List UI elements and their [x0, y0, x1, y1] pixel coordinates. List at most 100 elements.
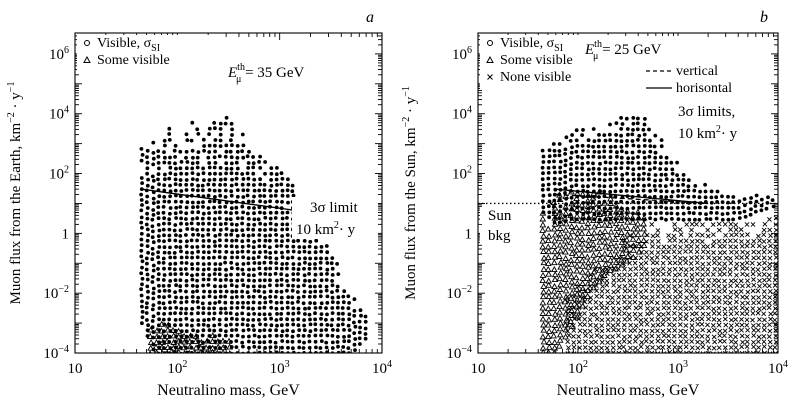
some-visible-point: [562, 275, 569, 282]
some-visible-point: [584, 219, 592, 226]
visible-point: [218, 193, 223, 198]
visible-point: [280, 306, 285, 311]
none-visible-point: [739, 232, 745, 238]
none-visible-point: [757, 283, 762, 289]
none-visible-point: [626, 305, 632, 310]
visible-point: [324, 340, 329, 345]
none-visible-point: [727, 267, 733, 273]
some-visible-point: [170, 344, 177, 351]
visible-point: [179, 267, 183, 272]
visible-point: [731, 217, 735, 222]
some-visible-point: [573, 194, 580, 202]
y-tick-label-exponent: −2: [58, 284, 69, 295]
none-visible-point: [700, 222, 705, 228]
none-visible-point: [744, 260, 750, 266]
none-visible-point: [650, 233, 656, 239]
visible-point: [602, 144, 606, 149]
visible-point: [247, 295, 251, 299]
visible-point: [262, 312, 267, 317]
visible-point: [140, 276, 145, 281]
none-visible-point: [734, 310, 740, 316]
visible-point: [670, 178, 675, 183]
none-visible-point: [762, 282, 768, 288]
visible-point: [251, 245, 256, 250]
visible-point: [190, 245, 195, 249]
some-visible-point: [584, 224, 592, 231]
none-visible-point: [705, 288, 711, 294]
visible-point: [697, 217, 702, 222]
none-visible-point: [600, 267, 606, 273]
none-visible-point: [699, 333, 705, 339]
visible-point: [704, 212, 708, 217]
visible-point: [647, 161, 652, 166]
visible-point: [681, 177, 686, 182]
some-visible-point: [209, 332, 217, 339]
none-visible-point: [745, 250, 751, 256]
visible-point: [291, 346, 295, 351]
visible-point: [179, 189, 184, 193]
visible-point: [302, 266, 306, 271]
none-visible-point: [582, 339, 588, 345]
visible-point: [296, 295, 301, 300]
visible-point: [195, 228, 200, 232]
visible-point: [252, 222, 257, 227]
visible-point: [325, 272, 329, 276]
none-visible-point: [627, 260, 633, 266]
visible-point: [720, 205, 725, 210]
visible-point: [251, 155, 256, 159]
none-visible-point: [650, 345, 656, 350]
visible-point: [223, 154, 228, 159]
none-visible-point: [745, 327, 751, 333]
visible-point: [218, 205, 222, 209]
some-visible-point: [607, 195, 614, 202]
visible-point: [614, 161, 619, 166]
visible-point: [653, 133, 658, 138]
visible-point: [570, 133, 574, 137]
some-visible-point: [164, 332, 171, 339]
visible-point: [190, 227, 195, 232]
visible-point: [218, 132, 223, 137]
none-visible-point: [684, 295, 690, 301]
visible-point: [608, 184, 613, 189]
none-visible-point: [594, 316, 600, 322]
none-visible-point: [717, 267, 723, 273]
visible-point: [173, 255, 177, 260]
none-visible-point: [700, 351, 706, 353]
visible-point: [212, 165, 217, 170]
none-visible-point: [667, 267, 673, 273]
visible-point: [234, 205, 239, 210]
visible-point: [252, 183, 256, 187]
visible-point: [229, 166, 234, 171]
some-visible-point: [584, 253, 591, 260]
visible-point: [172, 148, 177, 153]
visible-point: [619, 139, 624, 144]
none-visible-point: [655, 250, 661, 255]
legend-label: Some visible: [500, 53, 573, 68]
none-visible-point: [705, 249, 711, 255]
visible-point: [139, 208, 144, 213]
none-visible-point: [639, 271, 645, 277]
visible-point: [162, 183, 167, 188]
none-visible-point: [733, 334, 738, 340]
visible-point: [212, 306, 217, 311]
visible-point: [347, 334, 351, 339]
none-visible-point: [694, 328, 700, 334]
visible-point: [563, 152, 567, 156]
visible-point: [325, 350, 329, 353]
visible-point: [268, 256, 273, 260]
none-visible-point: [666, 305, 672, 311]
visible-point: [201, 277, 206, 282]
visible-point: [212, 239, 217, 244]
visible-point: [552, 181, 557, 186]
visible-point: [235, 333, 240, 338]
visible-point: [664, 189, 669, 194]
visible-point: [235, 149, 240, 154]
none-visible-point: [762, 317, 767, 323]
none-visible-point: [750, 243, 756, 249]
visible-point: [167, 176, 172, 181]
none-visible-point: [706, 261, 712, 267]
visible-point: [156, 177, 160, 182]
visible-point: [224, 115, 229, 120]
visible-point: [178, 183, 183, 187]
